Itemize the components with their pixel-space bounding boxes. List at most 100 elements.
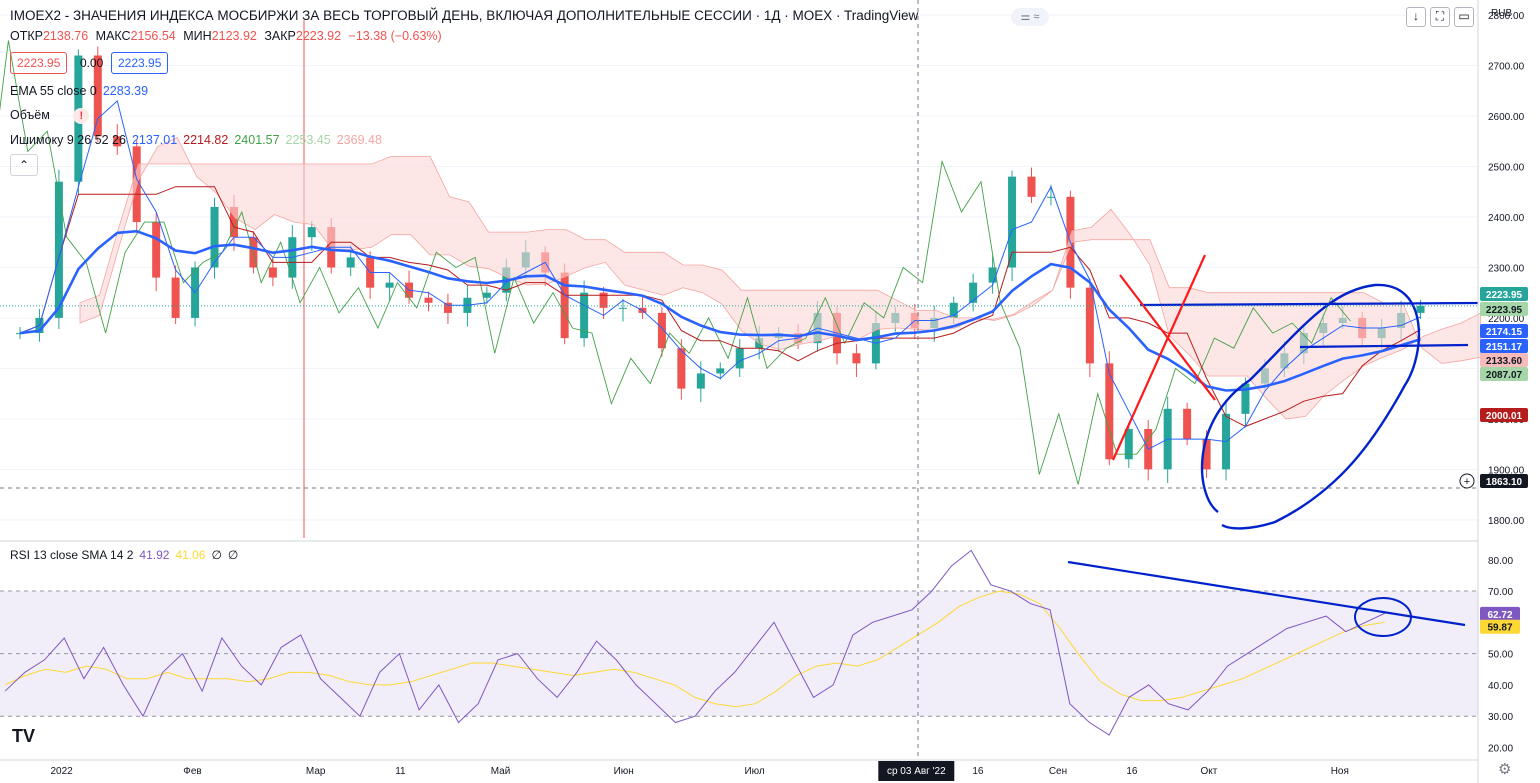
- time-tick-label: ср 03 Авг '22: [887, 766, 946, 777]
- price-tick-label: 2700.00: [1488, 62, 1525, 73]
- candle-body: [735, 348, 744, 369]
- ichimoku-kijun-line: [19, 186, 1421, 427]
- candle-body: [560, 272, 569, 339]
- rsi-value: 41.92: [139, 548, 170, 562]
- price-tick-label: 2200.00: [1488, 314, 1525, 325]
- time-tick-label: 11: [395, 766, 406, 777]
- rsi-label-bg: [1480, 606, 1520, 621]
- time-tick-label: Окт: [1200, 766, 1217, 777]
- resistance-line: [1139, 301, 1479, 307]
- candle-body: [1183, 408, 1192, 440]
- rsi-pane[interactable]: [0, 549, 1478, 736]
- snapshot-icon[interactable]: ▭: [1454, 7, 1474, 27]
- candle-body: [54, 181, 63, 318]
- sell-price-button[interactable]: 2223.95: [10, 52, 68, 74]
- time-tick-label: 16: [972, 766, 984, 777]
- crosshair-date-bg: [878, 761, 955, 781]
- candle-body: [307, 227, 316, 238]
- rsi-ma-line: [4, 590, 1385, 708]
- compare-toggle-icon[interactable]: ⚌ ≈: [1011, 8, 1049, 26]
- buy-price-button[interactable]: 2223.95: [111, 52, 169, 74]
- download-icon[interactable]: ↓: [1406, 7, 1426, 27]
- candle-body: [1085, 287, 1094, 364]
- open-label: ОТКР: [10, 29, 43, 43]
- tradingview-logo-icon[interactable]: TV: [12, 726, 36, 746]
- candle-body: [229, 206, 238, 238]
- currency-label[interactable]: RUB: [1491, 8, 1513, 19]
- candle-body: [171, 277, 180, 318]
- candle-body: [482, 292, 491, 298]
- price-tick-label: 2300.00: [1488, 263, 1525, 274]
- candle-body: [1124, 428, 1133, 460]
- rsi-empty-1: ∅: [211, 548, 222, 562]
- candle-body: [657, 312, 666, 349]
- price-label: 2133.60: [1486, 356, 1523, 367]
- close-label: ЗАКР: [264, 29, 296, 43]
- price-label-bg: [1480, 302, 1528, 316]
- candle-body: [716, 368, 725, 374]
- user-drawings[interactable]: [1067, 254, 1479, 637]
- support-line: [1299, 343, 1469, 349]
- candle-body: [949, 302, 958, 318]
- price-tick-label: 2500.00: [1488, 163, 1525, 174]
- price-label-bg: [1480, 474, 1528, 488]
- collapse-legend-chevron-icon[interactable]: ⌃: [10, 154, 38, 176]
- price-label-bg: [1480, 353, 1528, 367]
- candle-body: [1241, 383, 1250, 414]
- price-label-bg: [1480, 324, 1528, 338]
- ema-label: EMA 55 close 0: [10, 84, 97, 98]
- rsi-last-label: 62.72: [1487, 610, 1512, 621]
- candle-body: [152, 222, 161, 278]
- rsi-label: RSI 13 close SMA 14 2: [10, 548, 134, 562]
- time-tick-label: Июл: [744, 766, 764, 777]
- rsi-tick-label: 50.00: [1488, 650, 1513, 661]
- candle-body: [1046, 196, 1055, 198]
- ichimoku-legend[interactable]: Ишимоку 9 26 52 26 2137.01 2214.82 2401.57 2…: [10, 133, 388, 147]
- settings-gear-icon[interactable]: ⚙: [1498, 761, 1512, 778]
- candle-body: [599, 292, 608, 308]
- price-label-bg: [1480, 367, 1528, 381]
- price-label: 1863.10: [1486, 477, 1523, 488]
- change-value: −13.38 (−0.63%): [348, 29, 442, 43]
- volume-legend[interactable]: Объём !: [10, 108, 95, 124]
- open-value: 2138.76: [42, 29, 89, 43]
- time-tick-label: Июн: [614, 766, 634, 777]
- time-tick-label: Мар: [306, 766, 326, 777]
- ichimoku-lagging: 2401.57: [234, 133, 280, 147]
- alert-icon[interactable]: !: [73, 108, 90, 124]
- add-plus-icon: [1459, 473, 1475, 489]
- rsi-tick-label: 70.00: [1488, 587, 1513, 598]
- ema-legend[interactable]: EMA 55 close 0 2283.39: [10, 84, 154, 98]
- candle-body: [696, 373, 705, 389]
- candle-body: [249, 237, 258, 268]
- spread-value: 0.00: [80, 56, 104, 70]
- low-value: 2123.92: [211, 29, 257, 43]
- candle-body: [677, 348, 686, 389]
- time-tick-label: Фев: [183, 766, 201, 777]
- time-tick-label: Май: [491, 766, 511, 777]
- rsi-label-bg: [1480, 619, 1520, 634]
- candle-body: [346, 257, 355, 268]
- price-label-bg: [1480, 339, 1528, 353]
- candle-body: [268, 267, 277, 278]
- red-cross-line: [1111, 254, 1207, 461]
- fullscreen-icon[interactable]: ⛶: [1430, 7, 1450, 27]
- price-tick-label: 1800.00: [1488, 516, 1525, 527]
- price-label-bg: [1480, 287, 1528, 301]
- ema-line: [19, 229, 1421, 392]
- chart-title: IMOEX2 - ЗНАЧЕНИЯ ИНДЕКСА МОСБИРЖИ ЗА ВЕ…: [10, 8, 919, 23]
- price-label: 2000.01: [1486, 411, 1523, 422]
- rsi-tick-label: 80.00: [1488, 556, 1513, 567]
- ema-value: 2283.39: [102, 84, 149, 98]
- time-tick-label: 2022: [50, 766, 73, 777]
- candle-body: [1202, 439, 1211, 470]
- close-value: 2223.92: [295, 29, 342, 43]
- candle-body: [988, 267, 997, 283]
- price-pane[interactable]: [0, 14, 1481, 538]
- price-label-bg: [1480, 408, 1528, 422]
- candle-body: [1416, 305, 1425, 313]
- rsi-legend[interactable]: RSI 13 close SMA 14 2 41.92 41.06 ∅ ∅: [10, 548, 244, 562]
- candle-body: [1027, 176, 1036, 197]
